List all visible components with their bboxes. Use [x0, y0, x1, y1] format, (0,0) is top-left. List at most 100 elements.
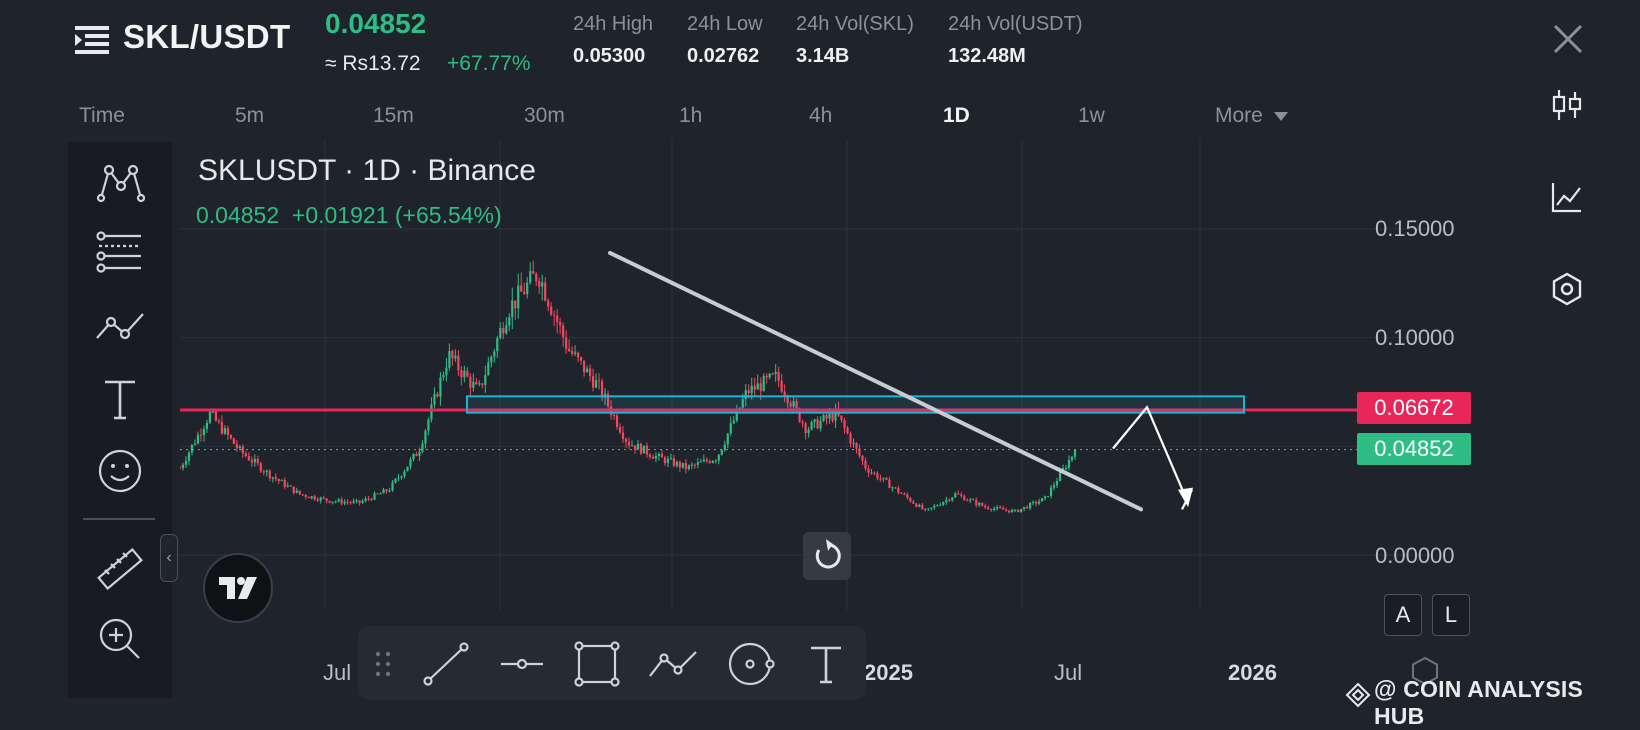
tf-5m[interactable]: 5m — [235, 104, 265, 127]
candle-body — [936, 505, 939, 507]
candle-body — [714, 460, 717, 462]
caret-down-icon — [1273, 112, 1288, 122]
candle-body — [738, 407, 741, 409]
candle-body — [301, 494, 304, 496]
candle-body — [448, 350, 451, 368]
candle-body — [726, 433, 729, 445]
candle-body — [547, 300, 550, 307]
path-icon[interactable] — [648, 640, 698, 688]
candle-body — [217, 420, 221, 422]
tf-1h[interactable]: 1h — [679, 104, 703, 127]
emoji-icon[interactable] — [95, 446, 145, 496]
candles-icon[interactable] — [1550, 88, 1584, 122]
indicators-icon[interactable] — [1550, 180, 1584, 214]
candle-body — [627, 441, 631, 446]
log-scale-button[interactable]: L — [1432, 594, 1470, 636]
auto-scale-button[interactable]: A — [1384, 594, 1422, 636]
candle-body — [825, 415, 828, 419]
candle-body — [433, 393, 436, 405]
candle-body — [223, 428, 226, 434]
candle-body — [184, 460, 188, 465]
trend-icon[interactable] — [95, 302, 145, 352]
tf-30m[interactable]: 30m — [524, 104, 565, 127]
candle-body — [280, 480, 283, 482]
candle-body — [436, 393, 439, 397]
tf-1w[interactable]: 1w — [1078, 104, 1105, 127]
candle-body — [238, 446, 241, 449]
candle-body — [517, 285, 520, 309]
candle-body — [199, 434, 203, 436]
candle-body — [211, 411, 215, 413]
pair-title[interactable]: SKL/USDT — [123, 18, 291, 55]
reset-chart-button[interactable] — [803, 532, 851, 580]
candle-body — [319, 497, 322, 501]
tf-time[interactable]: Time — [79, 104, 125, 127]
fib-icon[interactable] — [95, 228, 145, 278]
candle-body — [879, 478, 882, 480]
tf-1d[interactable]: 1D — [943, 104, 970, 127]
tf-more[interactable]: More — [1215, 104, 1289, 128]
candle-body — [1017, 509, 1020, 513]
candle-body — [373, 493, 376, 500]
close-icon[interactable] — [1551, 22, 1585, 56]
menu-icon[interactable] — [75, 24, 109, 56]
stat-high-value: 0.05300 — [573, 45, 646, 67]
candle-body — [313, 496, 316, 500]
candle-body — [645, 445, 649, 455]
resistance-price-tag: 0.06672 — [1357, 392, 1471, 424]
candle-body — [897, 487, 900, 493]
candle-body — [187, 452, 191, 461]
candle-body — [496, 338, 499, 352]
line-tool-icon[interactable] — [421, 640, 471, 688]
candle-body — [885, 477, 888, 480]
candle-body — [777, 371, 780, 381]
candle-body — [310, 496, 313, 499]
projection-arrowhead-stroke — [1181, 489, 1193, 510]
candle-body — [556, 315, 559, 323]
drag-handle-icon[interactable] — [366, 640, 400, 688]
stat-vol-base-label: 24h Vol(SKL) — [796, 13, 914, 35]
candle-body — [445, 367, 448, 376]
candle-body — [577, 352, 580, 358]
candle-body — [993, 508, 996, 511]
candle-body — [235, 444, 238, 449]
settings-gear-icon[interactable] — [1410, 656, 1440, 686]
candle-body — [720, 449, 723, 455]
candle-body — [316, 499, 319, 501]
candle-body — [550, 306, 553, 315]
tradingview-logo — [203, 553, 273, 623]
settings-icon[interactable] — [1550, 272, 1584, 306]
candle-body — [262, 471, 265, 473]
candle-body — [648, 454, 652, 457]
candle-body — [325, 498, 328, 501]
tf-15m[interactable]: 15m — [373, 104, 414, 127]
candle-body — [568, 348, 571, 351]
candle-body — [684, 462, 687, 470]
candle-body — [400, 476, 403, 478]
candle-body — [870, 472, 873, 474]
candle-body — [858, 448, 861, 456]
candle-body — [807, 429, 810, 434]
candle-body — [412, 453, 415, 460]
candle-body — [250, 460, 253, 463]
candle-body — [406, 466, 409, 472]
candle-body — [232, 438, 235, 445]
rectangle-icon[interactable] — [572, 640, 622, 688]
text-icon[interactable] — [95, 374, 145, 424]
candle-body — [960, 494, 963, 496]
collapse-toolbar-button[interactable]: ‹ — [160, 534, 178, 582]
candle-body — [337, 499, 340, 502]
candle-body — [669, 458, 673, 460]
candle-body — [331, 501, 334, 503]
text-tool-icon[interactable] — [801, 640, 851, 688]
tf-4h[interactable]: 4h — [809, 104, 833, 127]
ruler-icon[interactable] — [95, 544, 145, 594]
candle-body — [1002, 508, 1005, 510]
price-chart[interactable] — [180, 140, 1496, 688]
candle-body — [499, 327, 502, 339]
horizontal-line-icon[interactable] — [497, 640, 547, 688]
zoom-in-icon[interactable] — [95, 614, 145, 664]
candle-body — [891, 487, 894, 489]
patterns-icon[interactable] — [95, 156, 145, 206]
circle-icon[interactable] — [725, 640, 775, 688]
